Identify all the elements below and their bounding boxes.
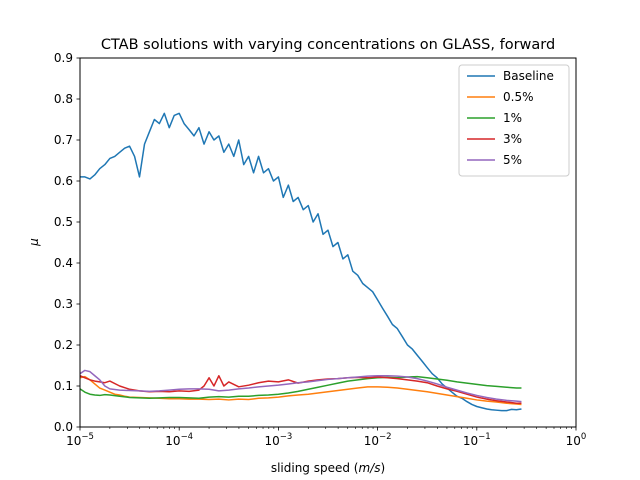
x-tick-label: 10−4 bbox=[165, 432, 193, 448]
y-tick-label: 0.2 bbox=[54, 338, 73, 352]
legend-label: 1% bbox=[503, 111, 522, 125]
legend: Baseline 0.5% 1% 3% 5% bbox=[458, 64, 570, 177]
y-tick-label: 0.9 bbox=[54, 51, 73, 65]
y-tick-label: 0.8 bbox=[54, 92, 73, 106]
x-axis: 10−5 10−4 10−3 10−2 10−1 100 bbox=[66, 427, 586, 448]
x-tick-label: 10−3 bbox=[264, 432, 292, 448]
legend-label: 5% bbox=[503, 153, 522, 167]
x-axis-label-unit: m/s bbox=[358, 461, 380, 475]
y-tick-label: 0.4 bbox=[54, 256, 73, 270]
x-tick-label: 10−2 bbox=[364, 432, 392, 448]
y-tick-label: 0.0 bbox=[54, 420, 73, 434]
y-tick-label: 0.7 bbox=[54, 133, 73, 147]
series-line-3 bbox=[80, 375, 522, 400]
chart-title: CTAB solutions with varying concentratio… bbox=[101, 37, 555, 53]
series-line-2 bbox=[80, 375, 522, 406]
plot-lines bbox=[80, 112, 522, 412]
legend-label: 0.5% bbox=[503, 90, 534, 104]
x-tick-label: 10−1 bbox=[463, 432, 491, 448]
x-axis-label-prefix: sliding speed ( bbox=[271, 461, 359, 475]
y-tick-label: 0.5 bbox=[54, 215, 73, 229]
y-axis-label: μ bbox=[27, 238, 41, 247]
legend-box bbox=[458, 64, 570, 177]
legend-label: 3% bbox=[503, 132, 522, 146]
y-axis: 0.0 0.1 0.2 0.3 0.4 0.5 0.6 0.7 0.8 0.9 bbox=[54, 51, 80, 434]
y-tick-label: 0.1 bbox=[54, 379, 73, 393]
x-tick-label: 100 bbox=[566, 432, 587, 448]
y-tick-label: 0.6 bbox=[54, 174, 73, 188]
y-tick-label: 0.3 bbox=[54, 297, 73, 311]
legend-label: Baseline bbox=[503, 69, 554, 83]
x-axis-label-suffix: ) bbox=[380, 461, 385, 475]
x-tick-label: 10−5 bbox=[66, 432, 94, 448]
series-line-5 bbox=[80, 369, 522, 403]
x-axis-label: sliding speed (m/s) bbox=[271, 461, 385, 475]
plot-area-frame bbox=[79, 57, 577, 428]
